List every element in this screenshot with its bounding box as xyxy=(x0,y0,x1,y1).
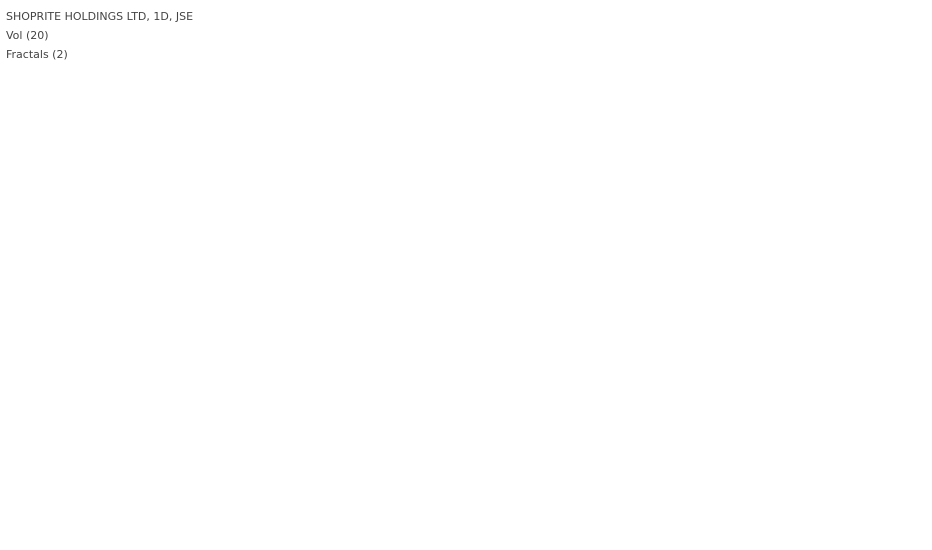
legend: SHOPRITE HOLDINGS LTD, 1D, JSE Vol (20) … xyxy=(6,10,193,61)
chart-title: SHOPRITE HOLDINGS LTD, 1D, JSE xyxy=(6,10,193,23)
indicator-label: Fractals (2) xyxy=(6,48,68,61)
indicator-label: Vol (20) xyxy=(6,29,49,42)
